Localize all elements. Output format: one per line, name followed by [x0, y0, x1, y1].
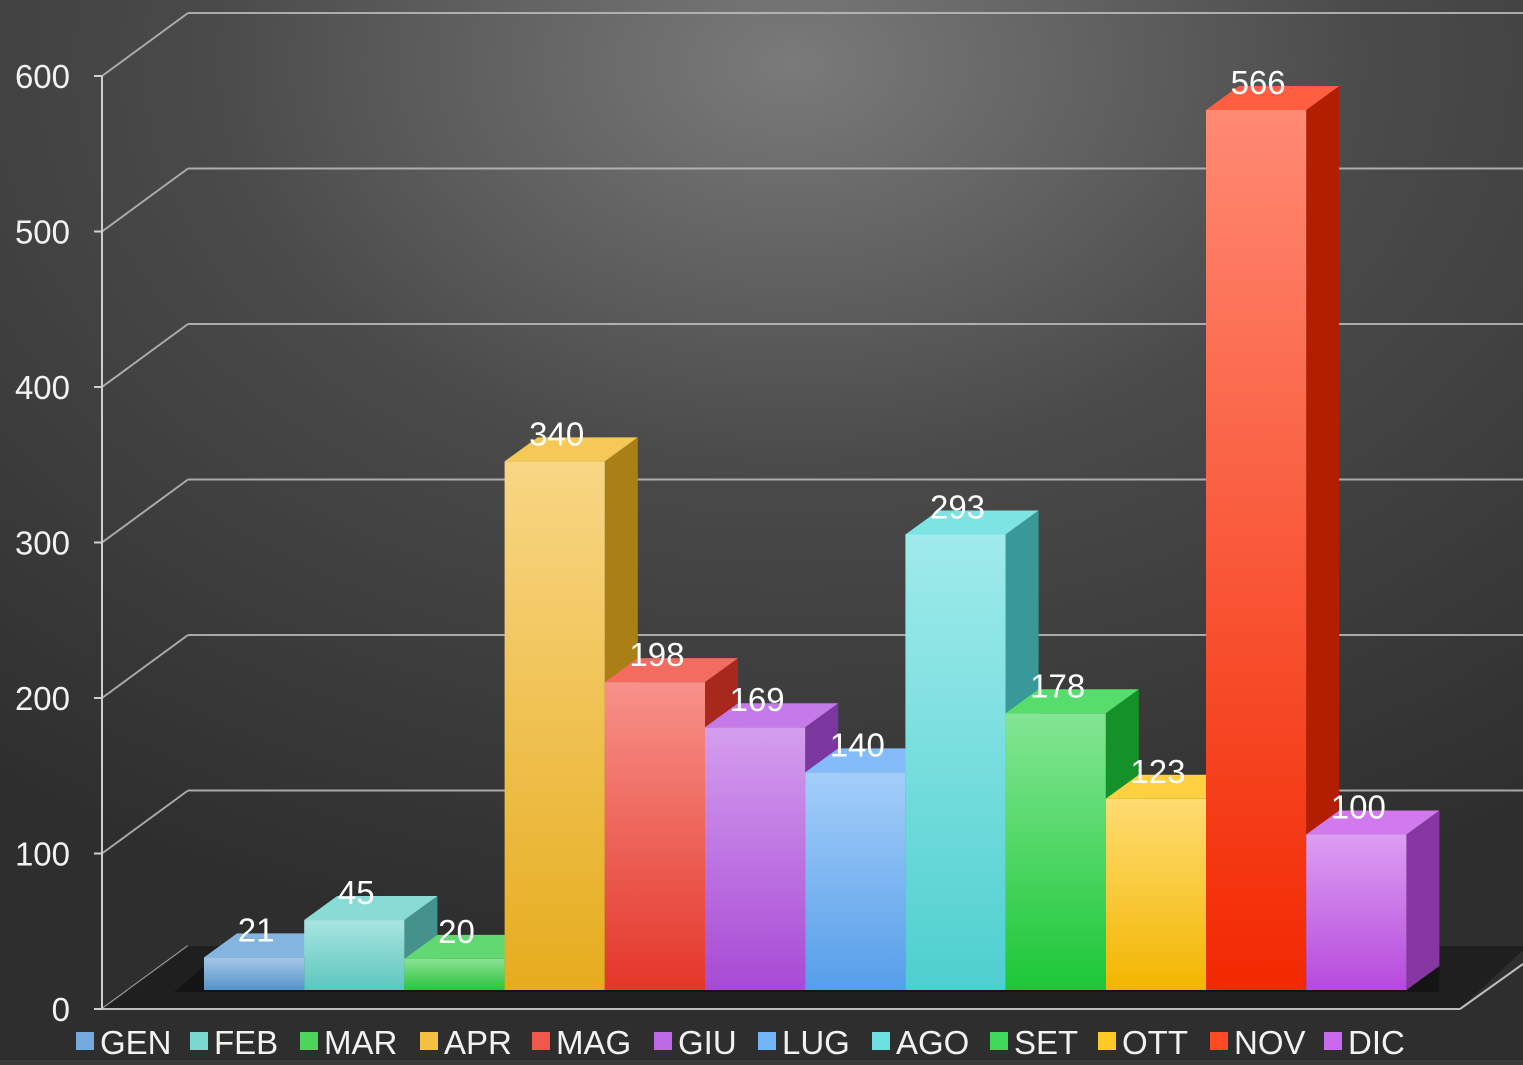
data-label-gen: 21 — [238, 911, 275, 948]
legend-swatch — [1324, 1032, 1342, 1050]
legend: GEN FEB MAR APR MAG GIU LUG AGO SET OTT NOV DIC — [76, 1024, 1405, 1061]
legend-item-mar: MAR — [300, 1024, 397, 1061]
data-label-lug: 140 — [830, 726, 885, 763]
bar-top — [304, 896, 438, 921]
legend-item-lug: LUG — [758, 1024, 850, 1061]
legend-label: NOV — [1234, 1024, 1306, 1060]
legend-label: MAR — [324, 1024, 397, 1060]
legend-item-set: SET — [990, 1024, 1078, 1061]
bar-front — [1206, 110, 1307, 990]
legend-label: AGO — [896, 1024, 969, 1060]
legend-swatch — [532, 1032, 550, 1050]
gridline-depth — [101, 789, 189, 855]
legend-label: APR — [444, 1024, 512, 1060]
gridline-depth — [101, 478, 189, 544]
bar-front — [705, 727, 806, 990]
gridline-depth — [101, 323, 189, 388]
legend-swatch — [1210, 1032, 1228, 1050]
y-tick-label: 0 — [52, 991, 70, 1028]
bar-top — [1206, 86, 1340, 110]
bar-side — [1406, 810, 1440, 990]
bar-side — [1306, 86, 1340, 990]
legend-item-gen: GEN — [76, 1024, 172, 1061]
bar-top — [204, 933, 338, 958]
legend-label: DIC — [1348, 1024, 1405, 1060]
legend-label: LUG — [782, 1024, 850, 1060]
bar-front — [604, 682, 705, 990]
floor-right-edge — [1459, 963, 1523, 1010]
legend-swatch — [758, 1032, 776, 1050]
legend-item-ago: AGO — [872, 1024, 969, 1061]
bar-top — [404, 934, 538, 959]
gridline-depth — [101, 12, 189, 77]
bar-top — [905, 510, 1039, 535]
legend-swatch — [1098, 1032, 1116, 1050]
bar-top — [1005, 689, 1139, 714]
data-label-mag: 198 — [629, 636, 684, 673]
legend-item-dic: DIC — [1324, 1024, 1405, 1061]
bar-top — [805, 748, 939, 773]
data-label-mar: 20 — [438, 913, 475, 950]
bar-front — [1105, 798, 1206, 990]
gridline-depth — [101, 167, 189, 233]
bar-set — [1005, 689, 1139, 990]
legend-swatch — [190, 1032, 208, 1050]
legend-item-feb: FEB — [190, 1024, 278, 1061]
legend-swatch — [300, 1032, 318, 1050]
y-tick-label: 300 — [15, 525, 70, 562]
legend-label: SET — [1014, 1024, 1078, 1060]
legend-label: OTT — [1122, 1024, 1188, 1060]
y-tick-label: 200 — [15, 680, 70, 717]
y-tick-label: 600 — [15, 58, 70, 95]
legend-label: GIU — [678, 1024, 737, 1060]
bar-front — [504, 461, 605, 991]
legend-swatch — [990, 1032, 1008, 1050]
data-label-dic: 100 — [1331, 789, 1386, 826]
bar-top — [604, 658, 738, 683]
gridline-depth — [101, 634, 189, 699]
data-label-set: 178 — [1030, 667, 1085, 704]
data-label-apr: 340 — [529, 415, 584, 452]
legend-item-nov: NOV — [1210, 1024, 1306, 1061]
bar-front — [1306, 834, 1407, 990]
legend-swatch — [872, 1032, 890, 1050]
data-label-feb: 45 — [338, 874, 375, 911]
legend-swatch — [420, 1032, 438, 1050]
data-labels: 21 45 20 340 198 169 140 293 178 123 566 100 — [238, 64, 1386, 950]
bar-top — [1105, 774, 1239, 799]
legend-item-mag: MAG — [532, 1024, 631, 1061]
legend-item-apr: APR — [420, 1024, 512, 1061]
bar-top — [705, 703, 839, 728]
legend-label: GEN — [100, 1024, 172, 1060]
bar-giu — [705, 703, 839, 990]
bars — [174, 86, 1440, 992]
bar-front — [1005, 713, 1106, 990]
bar-front — [204, 957, 305, 990]
legend-swatch — [76, 1032, 94, 1050]
bar-front — [905, 534, 1006, 990]
y-axis: 0 100 200 300 400 500 600 — [15, 58, 103, 1028]
bar-front — [805, 772, 906, 990]
legend-label: FEB — [214, 1024, 278, 1060]
y-tick-label: 100 — [15, 836, 70, 873]
bar-nov — [1206, 86, 1340, 990]
legend-item-giu: GIU — [654, 1024, 737, 1061]
legend-label: MAG — [556, 1024, 631, 1060]
legend-swatch — [654, 1032, 672, 1050]
data-label-giu: 169 — [730, 681, 785, 718]
bar-front — [404, 958, 505, 990]
legend-item-ott: OTT — [1098, 1024, 1188, 1061]
bar-dic — [1306, 810, 1440, 990]
data-label-ott: 123 — [1130, 753, 1185, 790]
y-tick-label: 400 — [15, 369, 70, 406]
bar-top — [1306, 810, 1440, 835]
bar-front — [304, 920, 405, 990]
y-tick-label: 500 — [15, 214, 70, 251]
data-label-ago: 293 — [930, 488, 985, 525]
data-label-nov: 566 — [1231, 64, 1286, 101]
bar-top — [504, 437, 638, 462]
